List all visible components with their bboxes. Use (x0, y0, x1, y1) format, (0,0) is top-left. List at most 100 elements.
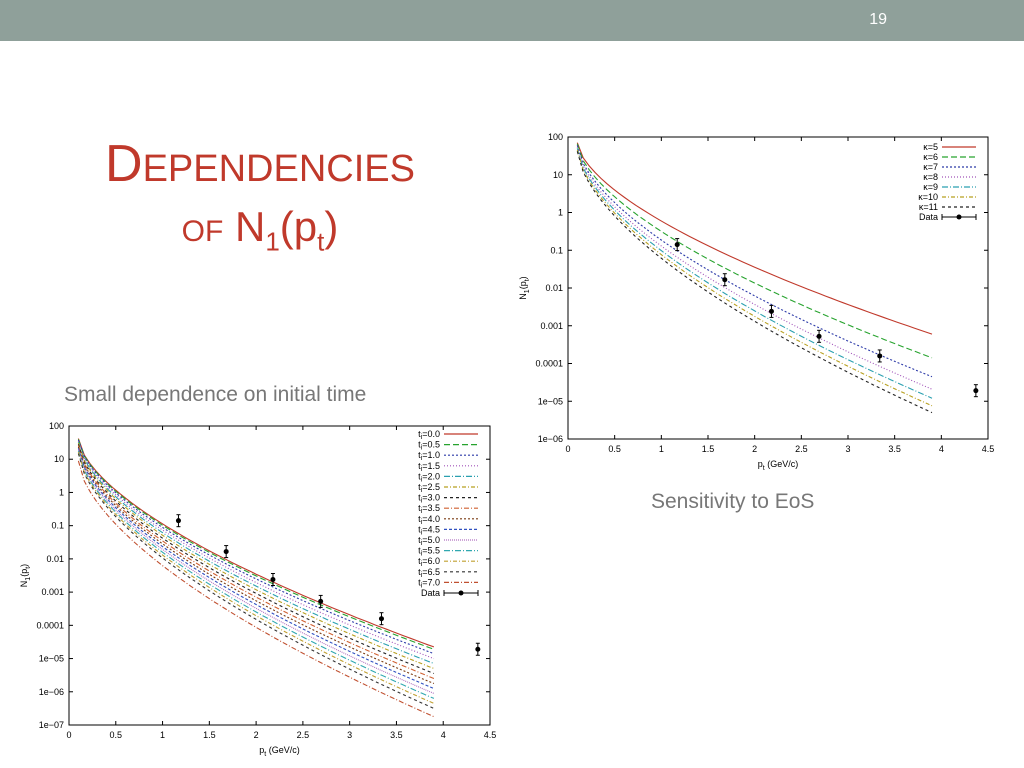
slide-title: DEPENDENCIES OF N1(pt) (60, 135, 460, 257)
series-line-10 (77, 449, 435, 694)
y-tick-label: 1e−05 (39, 654, 64, 664)
legend-label: κ=9 (923, 182, 938, 192)
series-line-14 (77, 460, 435, 718)
series-line-3 (77, 440, 435, 660)
legend-label: ti=0.0 (418, 429, 440, 441)
legend-data-marker (458, 590, 464, 596)
legend-label: ti=6.5 (418, 567, 440, 579)
data-point (768, 308, 774, 314)
series-line-2 (77, 439, 435, 655)
chart-initial-time: 0 0.5 1 1.5 2 2.5 3 3.5 4 4.5 1e−07 1e−06 1e−05 0.000… (19, 421, 497, 758)
legend-label: ti=1.5 (418, 461, 440, 473)
x-tick-label: 2 (752, 444, 757, 454)
x-tick-label: 1.5 (203, 730, 216, 740)
legend-label-data: Data (919, 212, 938, 222)
legend-label: κ=6 (923, 152, 938, 162)
series-line-12 (77, 452, 435, 704)
data-point (223, 549, 229, 555)
series-line-1 (576, 143, 933, 359)
data-point (877, 353, 883, 359)
series-line-4 (77, 441, 435, 665)
y-tick-label: 10 (54, 454, 64, 464)
x-tick-label: 4.5 (484, 730, 497, 740)
caption-initial-time: Small dependence on initial time (64, 383, 367, 406)
x-tick-label: 3.5 (888, 444, 901, 454)
slide-number: 19 (869, 11, 887, 28)
series-line-7 (77, 445, 435, 680)
x-tick-label: 3 (347, 730, 352, 740)
series-line-6 (576, 151, 933, 414)
x-tick-label: 2.5 (297, 730, 310, 740)
x-tick-label: 0 (66, 730, 71, 740)
x-tick-label: 0 (565, 444, 570, 454)
x-tick-label: 0.5 (110, 730, 123, 740)
data-point (475, 646, 481, 652)
x-tick-label: 4 (441, 730, 446, 740)
title-initial: D (105, 135, 143, 193)
legend-data-marker (956, 214, 962, 220)
legend-label-data: Data (421, 588, 440, 598)
legend-label: ti=7.0 (418, 577, 440, 589)
legend-label: ti=0.5 (418, 440, 440, 452)
x-tick-label: 1 (160, 730, 165, 740)
y-tick-label: 1 (558, 208, 563, 218)
title-line-1: DEPENDENCIES (60, 135, 460, 195)
data-point (722, 277, 728, 283)
y-tick-label: 1e−05 (538, 396, 563, 406)
series-line-8 (77, 446, 435, 685)
top-bar: 19 (0, 0, 1024, 41)
x-tick-label: 1 (659, 444, 664, 454)
series-line-6 (77, 444, 435, 675)
x-tick-label: 4.5 (982, 444, 995, 454)
title-rest: EPENDENCIES (142, 148, 415, 190)
y-tick-label: 0.1 (51, 521, 64, 531)
series-line-11 (77, 450, 435, 699)
x-tick-label: 3.5 (390, 730, 403, 740)
legend-label: κ=5 (923, 142, 938, 152)
series-line-2 (576, 145, 933, 378)
y-axis-label: N1(pt) (518, 276, 531, 299)
y-tick-label: 0.01 (46, 554, 64, 564)
title-of: OF (181, 214, 224, 248)
x-tick-label: 2.5 (795, 444, 808, 454)
data-point (378, 616, 384, 622)
y-tick-label: 1e−06 (538, 434, 563, 444)
y-tick-label: 1 (59, 487, 64, 497)
series-line-1 (77, 439, 435, 650)
x-tick-label: 4 (939, 444, 944, 454)
x-tick-label: 3 (845, 444, 850, 454)
series-line-5 (576, 149, 933, 407)
x-axis-label: pt (GeV/c) (758, 459, 798, 472)
data-point (816, 333, 822, 339)
y-tick-label: 10 (553, 170, 563, 180)
y-tick-label: 0.001 (41, 587, 64, 597)
series-line-13 (77, 453, 435, 709)
data-point (973, 388, 979, 394)
title-line-2: OF N1(pt) (181, 202, 339, 257)
legend-label: ti=4.0 (418, 514, 440, 526)
data-point (674, 242, 680, 248)
y-tick-label: 100 (548, 132, 563, 142)
legend-label: ti=3.5 (418, 503, 440, 515)
x-tick-label: 1.5 (702, 444, 715, 454)
legend-label: κ=10 (918, 192, 938, 202)
y-tick-label: 100 (49, 421, 64, 431)
legend-label: ti=3.0 (418, 493, 440, 505)
legend-label: ti=6.0 (418, 556, 440, 568)
legend-label: κ=11 (919, 202, 938, 212)
y-tick-label: 0.001 (540, 321, 563, 331)
data-point (318, 598, 324, 604)
chart-eos-sensitivity: 0 0.5 1 1.5 2 2.5 3 3.5 4 4.5 1e−06 1e−05 0.0001 0.00… (518, 132, 995, 472)
y-tick-label: 1e−07 (39, 720, 64, 730)
legend-label: ti=2.5 (418, 482, 440, 494)
legend-label: ti=1.0 (418, 450, 440, 462)
legend-label: κ=8 (923, 172, 938, 182)
legend-label: κ=7 (923, 162, 938, 172)
data-point (175, 518, 181, 524)
legend-label: ti=5.0 (418, 535, 440, 547)
legend-label: ti=5.5 (418, 546, 440, 558)
legend-label: ti=4.5 (418, 524, 440, 536)
series-line-5 (77, 442, 435, 670)
y-tick-label: 1e−06 (39, 687, 64, 697)
caption-eos: Sensitivity to EoS (651, 490, 815, 513)
